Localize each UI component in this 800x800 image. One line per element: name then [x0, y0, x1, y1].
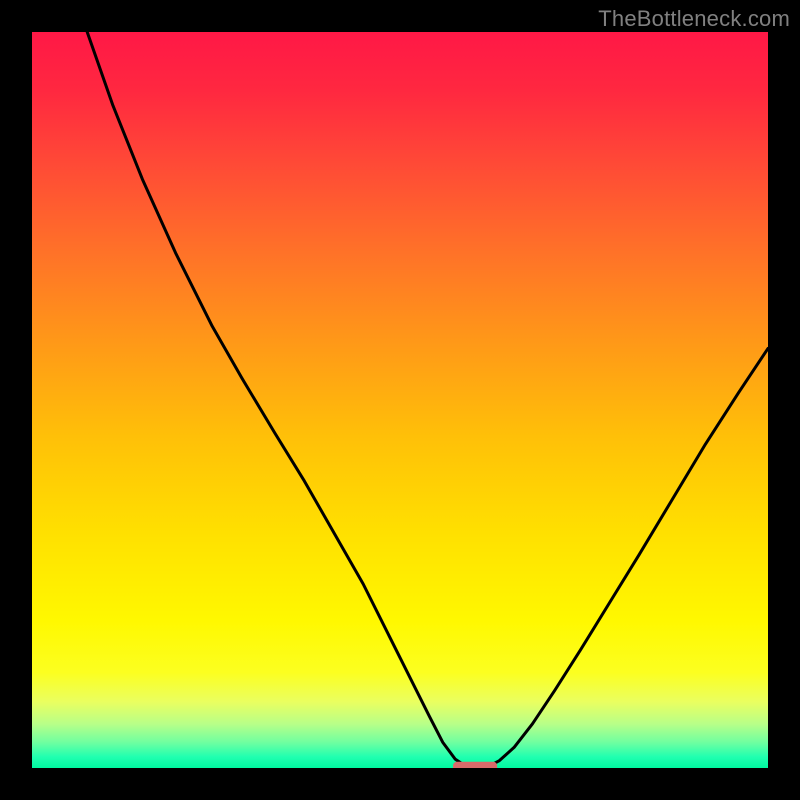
chart-frame: TheBottleneck.com — [0, 0, 800, 800]
sweet-spot-marker — [453, 762, 497, 772]
bottleneck-chart — [0, 0, 800, 800]
watermark-text: TheBottleneck.com — [598, 6, 790, 32]
